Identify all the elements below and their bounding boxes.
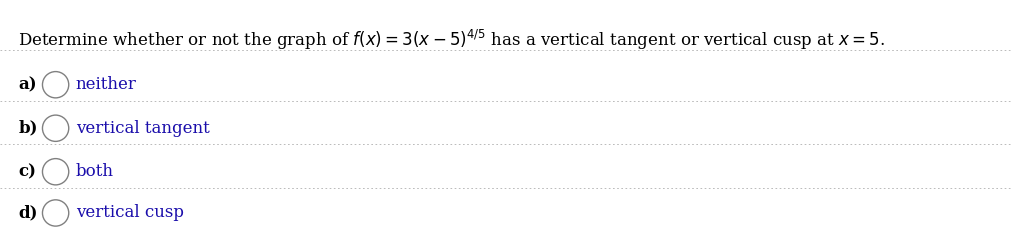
Text: c): c) bbox=[18, 163, 36, 180]
Text: b): b) bbox=[18, 120, 37, 137]
Text: a): a) bbox=[18, 76, 36, 93]
Text: neither: neither bbox=[76, 76, 136, 93]
Text: vertical cusp: vertical cusp bbox=[76, 204, 184, 221]
Text: Determine whether or not the graph of $f(x) = 3(x - 5)^{4/5}$ has a vertical tan: Determine whether or not the graph of $f… bbox=[18, 27, 886, 52]
Text: vertical tangent: vertical tangent bbox=[76, 120, 209, 137]
Text: both: both bbox=[76, 163, 114, 180]
Text: d): d) bbox=[18, 204, 37, 221]
